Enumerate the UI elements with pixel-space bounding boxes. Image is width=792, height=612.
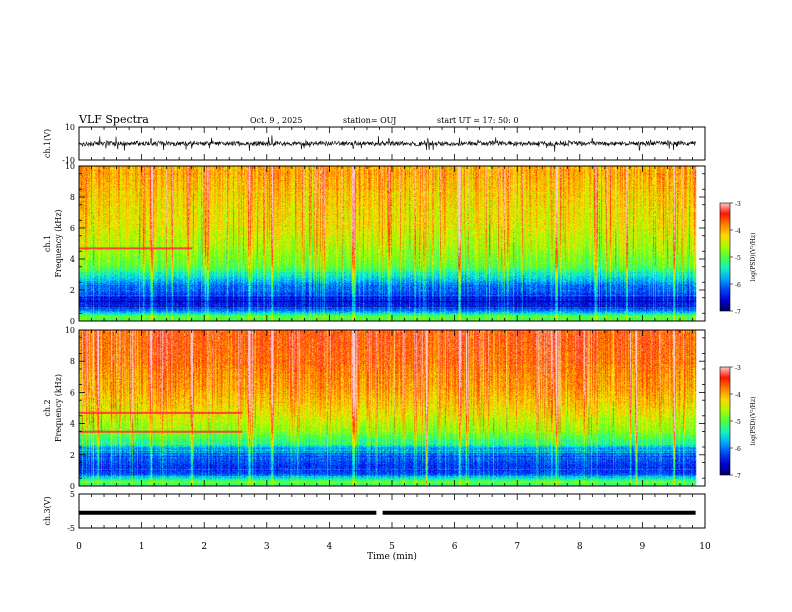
x-tick-label: 7 (514, 542, 520, 552)
colorbar-tick-label: -4 (735, 228, 741, 235)
ch2-frequency-label: Frequency (kHz) (54, 374, 63, 442)
spectrogram-image-ch.2 (79, 330, 705, 486)
x-tick-label: 9 (640, 542, 646, 552)
y-tick-label: 0 (70, 317, 75, 326)
colorbar-tick-label: -3 (735, 365, 741, 372)
spectrogram-image-ch.1 (79, 166, 705, 321)
station-label: station= OUJ (343, 116, 397, 125)
colorbar-tick-label: -7 (735, 473, 741, 480)
colorbar-label: log(PSD)(V²/Hz) (750, 397, 757, 446)
colorbar (719, 202, 731, 312)
x-tick-label: 5 (389, 542, 395, 552)
colorbar-label: log(PSD)(V²/Hz) (750, 233, 757, 282)
y-tick-label: 2 (70, 286, 75, 295)
x-tick-label: 1 (139, 542, 145, 552)
y-tick-label: 6 (70, 224, 75, 233)
figure-title: VLF Spectra (79, 113, 149, 126)
date-label: Oct. 9 , 2025 (250, 116, 303, 125)
y-tick-label: 6 (70, 388, 75, 397)
x-tick-label: 3 (264, 542, 270, 552)
y-tick-label: 5 (70, 490, 75, 499)
y-tick-label: -10 (62, 156, 75, 165)
y-tick-label: 8 (70, 357, 75, 366)
ch1-channel-label: ch.1 (43, 235, 52, 252)
x-tick-label: 2 (201, 542, 207, 552)
y-tick-label: 10 (65, 326, 75, 335)
y-tick-label: 4 (70, 420, 75, 429)
colorbar-tick-label: -7 (735, 309, 741, 316)
y-tick-label: 10 (65, 162, 75, 171)
colorbar-tick-label: -5 (735, 255, 741, 262)
colorbar-tick-label: -3 (735, 201, 741, 208)
colorbar-tick-label: -6 (735, 282, 741, 289)
colorbar-tick-label: -5 (735, 419, 741, 426)
y-tick-label: 0 (70, 482, 75, 491)
x-tick-label: 0 (76, 542, 82, 552)
colorbar-tick-label: -4 (735, 392, 741, 399)
x-tick-label: 6 (452, 542, 458, 552)
x-axis-label: Time (min) (367, 551, 417, 562)
ch3-ylabel: ch.3(V) (43, 496, 52, 525)
ch1-waveform-line (78, 135, 696, 152)
ch1-ylabel: ch.1(V) (43, 129, 52, 158)
y-tick-label: 2 (70, 451, 75, 460)
y-tick-label: 4 (70, 255, 75, 264)
colorbar (719, 366, 731, 476)
colorbar-tick-label: -6 (735, 446, 741, 453)
y-tick-label: -5 (67, 524, 75, 533)
x-tick-label: 4 (327, 542, 333, 552)
y-tick-label: 10 (65, 123, 75, 132)
start-ut-label: start UT = 17: 50: 0 (437, 116, 519, 125)
ch2-channel-label: ch.2 (43, 399, 52, 416)
x-tick-label: 8 (577, 542, 583, 552)
ch1-frequency-label: Frequency (kHz) (54, 209, 63, 277)
y-tick-label: 8 (70, 193, 75, 202)
x-tick-label: 10 (699, 542, 711, 552)
